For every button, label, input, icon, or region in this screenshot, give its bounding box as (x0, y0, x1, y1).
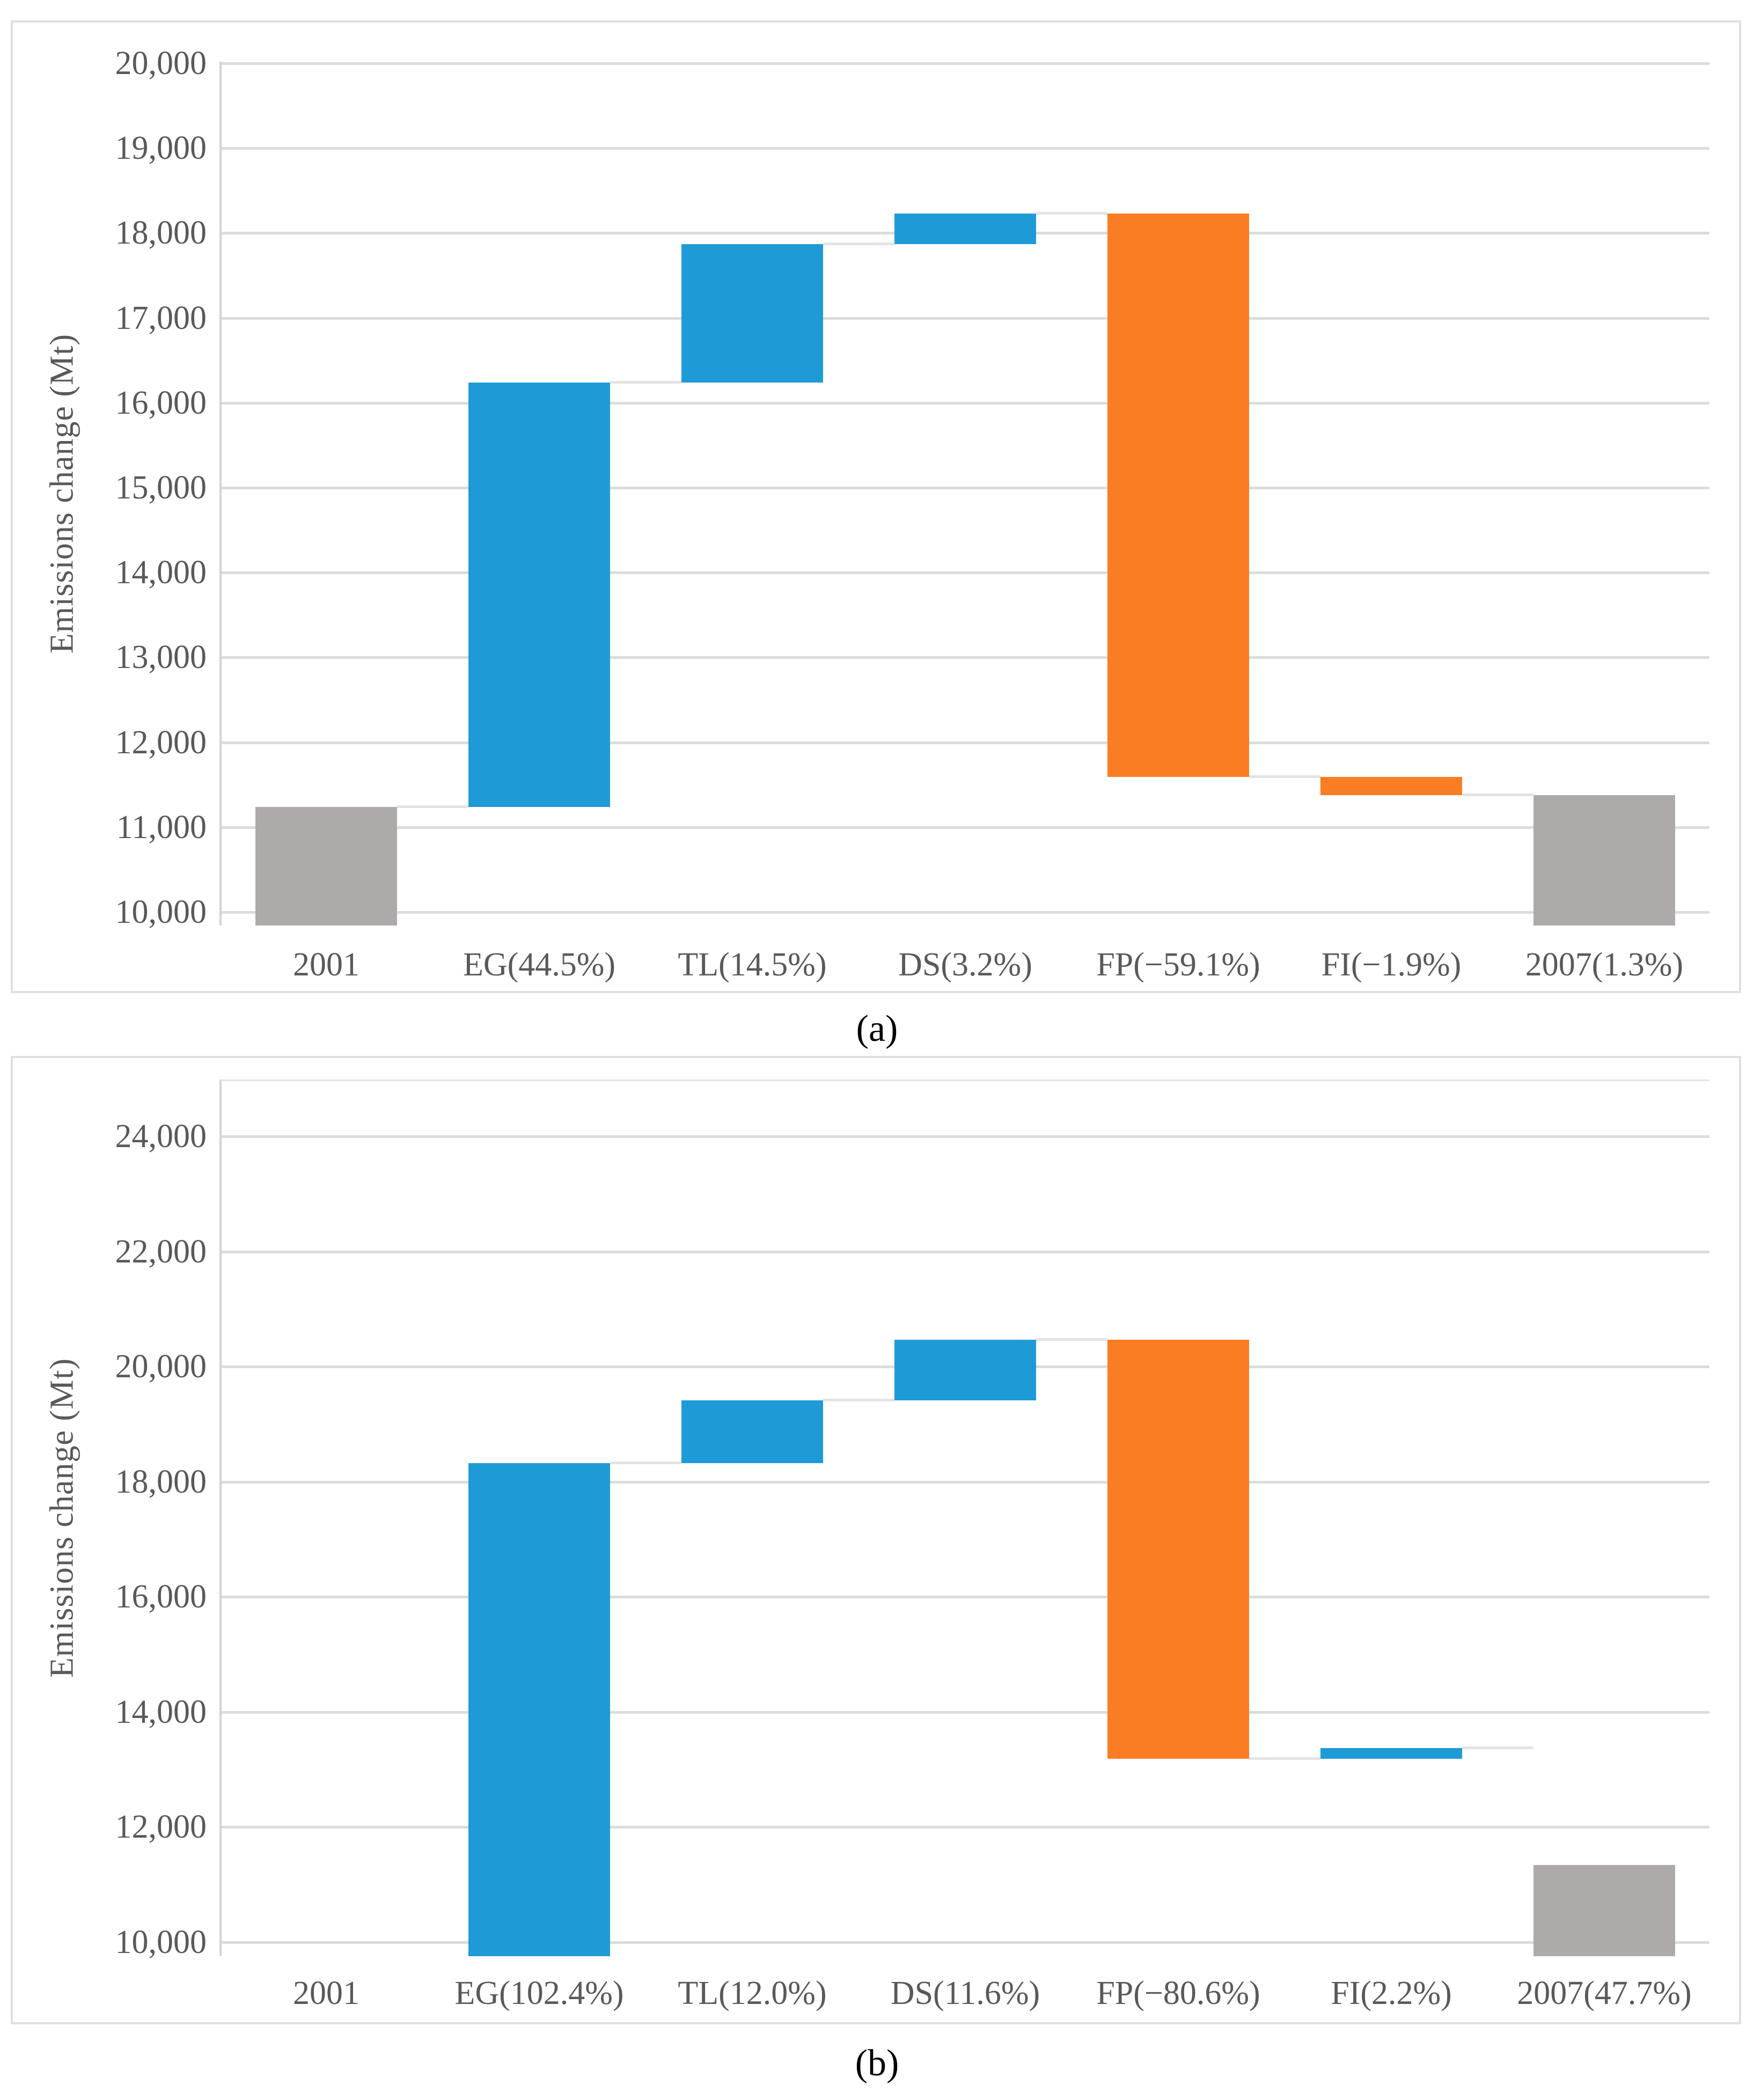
bar-ds (894, 214, 1036, 244)
x-tick-label-ds: DS(3.2%) (898, 946, 1032, 983)
bar-2007 (1533, 1865, 1675, 1956)
gridline-14000 (221, 1710, 1709, 1714)
waterfall-connector (1462, 1746, 1533, 1750)
bar-tl (681, 244, 823, 383)
gridline-16000 (221, 1596, 1709, 1599)
waterfall-connector (397, 805, 468, 808)
y-tick-label: 14,000 (115, 1693, 207, 1730)
waterfall-connector (610, 380, 681, 384)
gridline-10000 (221, 1941, 1709, 1944)
plot-top-border (221, 1080, 1709, 1081)
caption-b: (b) (855, 2043, 899, 2084)
chart-panel-b: Emissions change (Mt) 24,000 22,000 20,000… (11, 1056, 1741, 2024)
x-tick-label-2001: 2001 (293, 946, 359, 983)
x-tick-label-fp: FP(−59.1%) (1096, 946, 1260, 983)
x-tick-label-tl: TL(12.0%) (678, 1975, 827, 2011)
gridline-22000 (221, 1250, 1709, 1253)
x-tick-label-ds: DS(11.6%) (890, 1975, 1040, 2011)
y-tick-label: 17,000 (115, 299, 207, 336)
bar-ds (894, 1339, 1036, 1401)
gridline-20000 (221, 62, 1709, 65)
gridline-15000 (221, 487, 1709, 489)
gridline-17000 (221, 317, 1709, 320)
gridline-16000 (221, 401, 1709, 405)
waterfall-connector (1462, 794, 1533, 797)
x-tick-label-eg: EG(44.5%) (463, 946, 616, 983)
y-tick-label: 19,000 (115, 130, 207, 167)
gridline-18000 (221, 1480, 1709, 1484)
gridline-19000 (221, 147, 1709, 150)
bar-fp (1107, 214, 1249, 777)
waterfall-connector (1036, 212, 1107, 215)
y-tick-label: 11,000 (116, 809, 207, 846)
bar-fi (1320, 1748, 1462, 1759)
x-tick-label-fi: FI(−1.9%) (1321, 946, 1462, 983)
bar-fp (1107, 1339, 1249, 1759)
bar-2001 (255, 806, 397, 926)
x-tick-label-2007: 2007(1.3%) (1525, 946, 1684, 983)
waterfall-connector (1249, 775, 1320, 779)
waterfall-connector (1036, 1338, 1107, 1341)
y-tick-label: 12,000 (115, 1809, 207, 1846)
bar-fi (1320, 777, 1462, 796)
y-tick-label: 22,000 (115, 1233, 207, 1270)
waterfall-connector (1249, 1757, 1320, 1760)
gridline-13000 (221, 656, 1709, 659)
gridline-14000 (221, 571, 1709, 575)
x-tick-label-eg: EG(102.4%) (454, 1975, 624, 2011)
y-tick-label: 14,000 (115, 554, 207, 591)
y-tick-label: 10,000 (115, 894, 207, 930)
gridline-12000 (221, 1826, 1709, 1829)
y-tick-label: 20,000 (115, 1348, 207, 1385)
y-axis-line (219, 1080, 222, 1956)
gridline-10000 (221, 911, 1709, 914)
bar-tl (681, 1400, 823, 1464)
y-tick-label: 16,000 (115, 384, 207, 421)
y-tick-label: 12,000 (115, 724, 207, 761)
x-tick-label-tl: TL(14.5%) (678, 946, 827, 983)
x-tick-label-fi: FI(2.2%) (1331, 1975, 1452, 2011)
x-tick-label-2001: 2001 (293, 1975, 359, 2011)
y-axis-line (219, 62, 222, 926)
y-tick-label: 24,000 (115, 1118, 207, 1155)
bar-2007 (1533, 795, 1675, 926)
y-tick-label: 15,000 (115, 469, 207, 506)
x-tick-label-2007: 2007(47.7%) (1517, 1975, 1692, 2011)
y-tick-label: 13,000 (115, 639, 207, 676)
x-tick-label-fp: FP(−80.6%) (1096, 1975, 1260, 2011)
y-tick-label: 18,000 (115, 1463, 207, 1500)
y-tick-label: 10,000 (115, 1924, 207, 1961)
chart-panel-a: Emissions change (Mt) 20,000 19,000 18,000… (11, 20, 1741, 993)
y-tick-label: 18,000 (115, 215, 207, 252)
waterfall-connector (610, 1462, 681, 1465)
gridline-11000 (221, 826, 1709, 829)
waterfall-connector (823, 1399, 894, 1402)
y-tick-label: 16,000 (115, 1578, 207, 1616)
bar-eg (468, 382, 610, 807)
waterfall-connector (823, 242, 894, 245)
y-tick-label: 20,000 (115, 45, 207, 82)
gridline-12000 (221, 741, 1709, 744)
gridline-24000 (221, 1135, 1709, 1138)
bar-eg (468, 1463, 610, 1956)
caption-a: (a) (856, 1008, 898, 1049)
y-axis-title: Emissions change (Mt) (43, 1357, 80, 1678)
